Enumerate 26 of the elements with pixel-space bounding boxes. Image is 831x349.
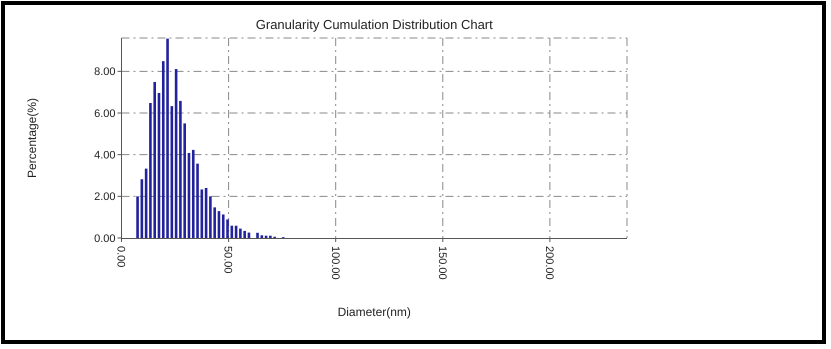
bar [174,69,178,238]
y-tick-label: 2.00 [94,191,116,204]
chart-title: Granularity Cumulation Distribution Chart [256,17,494,32]
bar [166,38,169,238]
y-tick-label: 6.00 [94,108,116,120]
x-tick-label: 100.00 [328,246,341,280]
bar [248,232,250,238]
bar [234,226,238,238]
bar [222,214,225,238]
bar [162,61,165,238]
bar [218,211,220,238]
y-axis-title: Percentage(%) [25,98,39,178]
x-axis-title: Diameter(nm) [338,305,411,319]
bar [256,232,259,238]
bar [243,230,246,238]
x-tick-label: 50.00 [222,246,234,274]
y-tick-label: 0.00 [94,232,116,245]
bar [149,103,152,238]
x-tick-label: 200.00 [543,246,556,280]
y-tick-label: 4.00 [94,150,116,162]
bar [239,228,242,238]
bar [140,179,144,238]
y-tick-label: 8.00 [94,66,116,78]
x-tick-label: 150.00 [436,246,448,280]
bar [204,188,208,238]
bar [192,150,195,238]
